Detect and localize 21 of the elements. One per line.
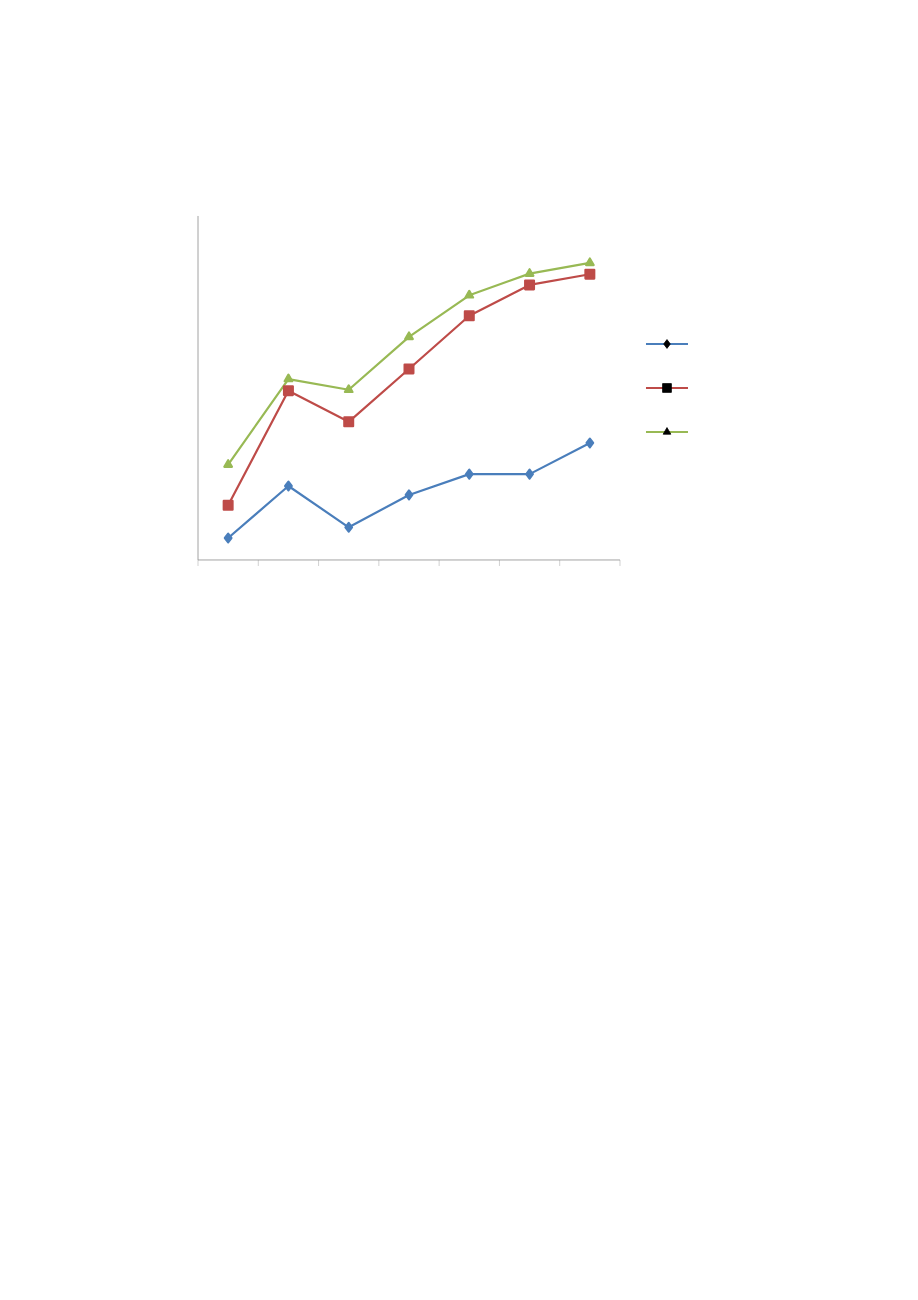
point xyxy=(222,499,234,511)
point xyxy=(585,437,595,449)
point xyxy=(464,289,475,299)
point xyxy=(584,268,596,280)
point xyxy=(403,363,415,375)
point xyxy=(282,385,294,397)
point xyxy=(344,521,354,533)
point xyxy=(284,480,293,492)
point xyxy=(464,468,474,480)
point xyxy=(223,532,233,544)
point xyxy=(524,279,536,291)
point xyxy=(525,468,534,480)
point xyxy=(404,489,414,501)
point xyxy=(343,416,355,428)
point xyxy=(283,373,294,383)
point xyxy=(463,310,475,322)
point xyxy=(404,331,414,341)
point xyxy=(524,268,535,277)
point xyxy=(223,459,234,468)
point xyxy=(584,257,595,267)
point xyxy=(343,384,354,394)
